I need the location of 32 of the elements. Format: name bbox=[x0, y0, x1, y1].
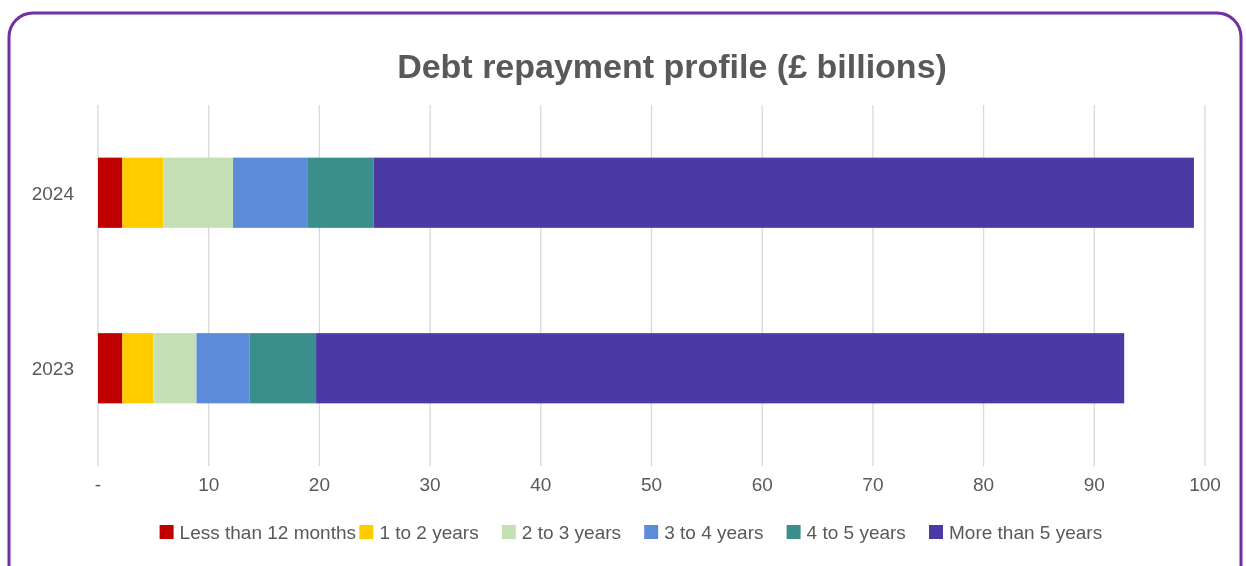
legend-label: 3 to 4 years bbox=[664, 522, 764, 543]
x-tick-label: - bbox=[94, 474, 102, 495]
bar bbox=[153, 333, 197, 404]
bar bbox=[316, 333, 1125, 404]
y-tick-label: 2023 bbox=[31, 358, 74, 380]
bar bbox=[233, 157, 308, 228]
legend-label: 4 to 5 years bbox=[806, 522, 906, 543]
legend-label: More than 5 years bbox=[949, 522, 1103, 543]
legend-label: Less than 12 months bbox=[179, 522, 356, 543]
x-tick-label: 40 bbox=[530, 474, 552, 495]
bar bbox=[122, 333, 154, 404]
bar bbox=[98, 333, 123, 404]
bar bbox=[196, 333, 250, 404]
bar bbox=[373, 157, 1194, 228]
chart-title: Debt repayment profile (£ billions) bbox=[397, 47, 947, 85]
x-tick-label: 90 bbox=[1083, 474, 1105, 495]
bar bbox=[122, 157, 164, 228]
x-tick-label: 60 bbox=[751, 474, 773, 495]
x-tick-label: 100 bbox=[1189, 474, 1221, 495]
legend-label: 2 to 3 years bbox=[521, 522, 622, 543]
bar bbox=[249, 333, 317, 404]
x-tick-label: 50 bbox=[640, 474, 663, 495]
bar bbox=[163, 157, 234, 228]
x-tick-label: 80 bbox=[973, 474, 995, 495]
y-tick-label: 2024 bbox=[31, 182, 75, 204]
x-tick-label: 10 bbox=[198, 474, 220, 495]
bar bbox=[98, 157, 123, 228]
bar bbox=[307, 157, 374, 228]
legend-label: 1 to 2 years bbox=[379, 522, 479, 543]
x-tick-label: 70 bbox=[862, 474, 884, 495]
x-tick-label: 30 bbox=[419, 474, 441, 495]
x-tick-label: 20 bbox=[308, 474, 330, 495]
